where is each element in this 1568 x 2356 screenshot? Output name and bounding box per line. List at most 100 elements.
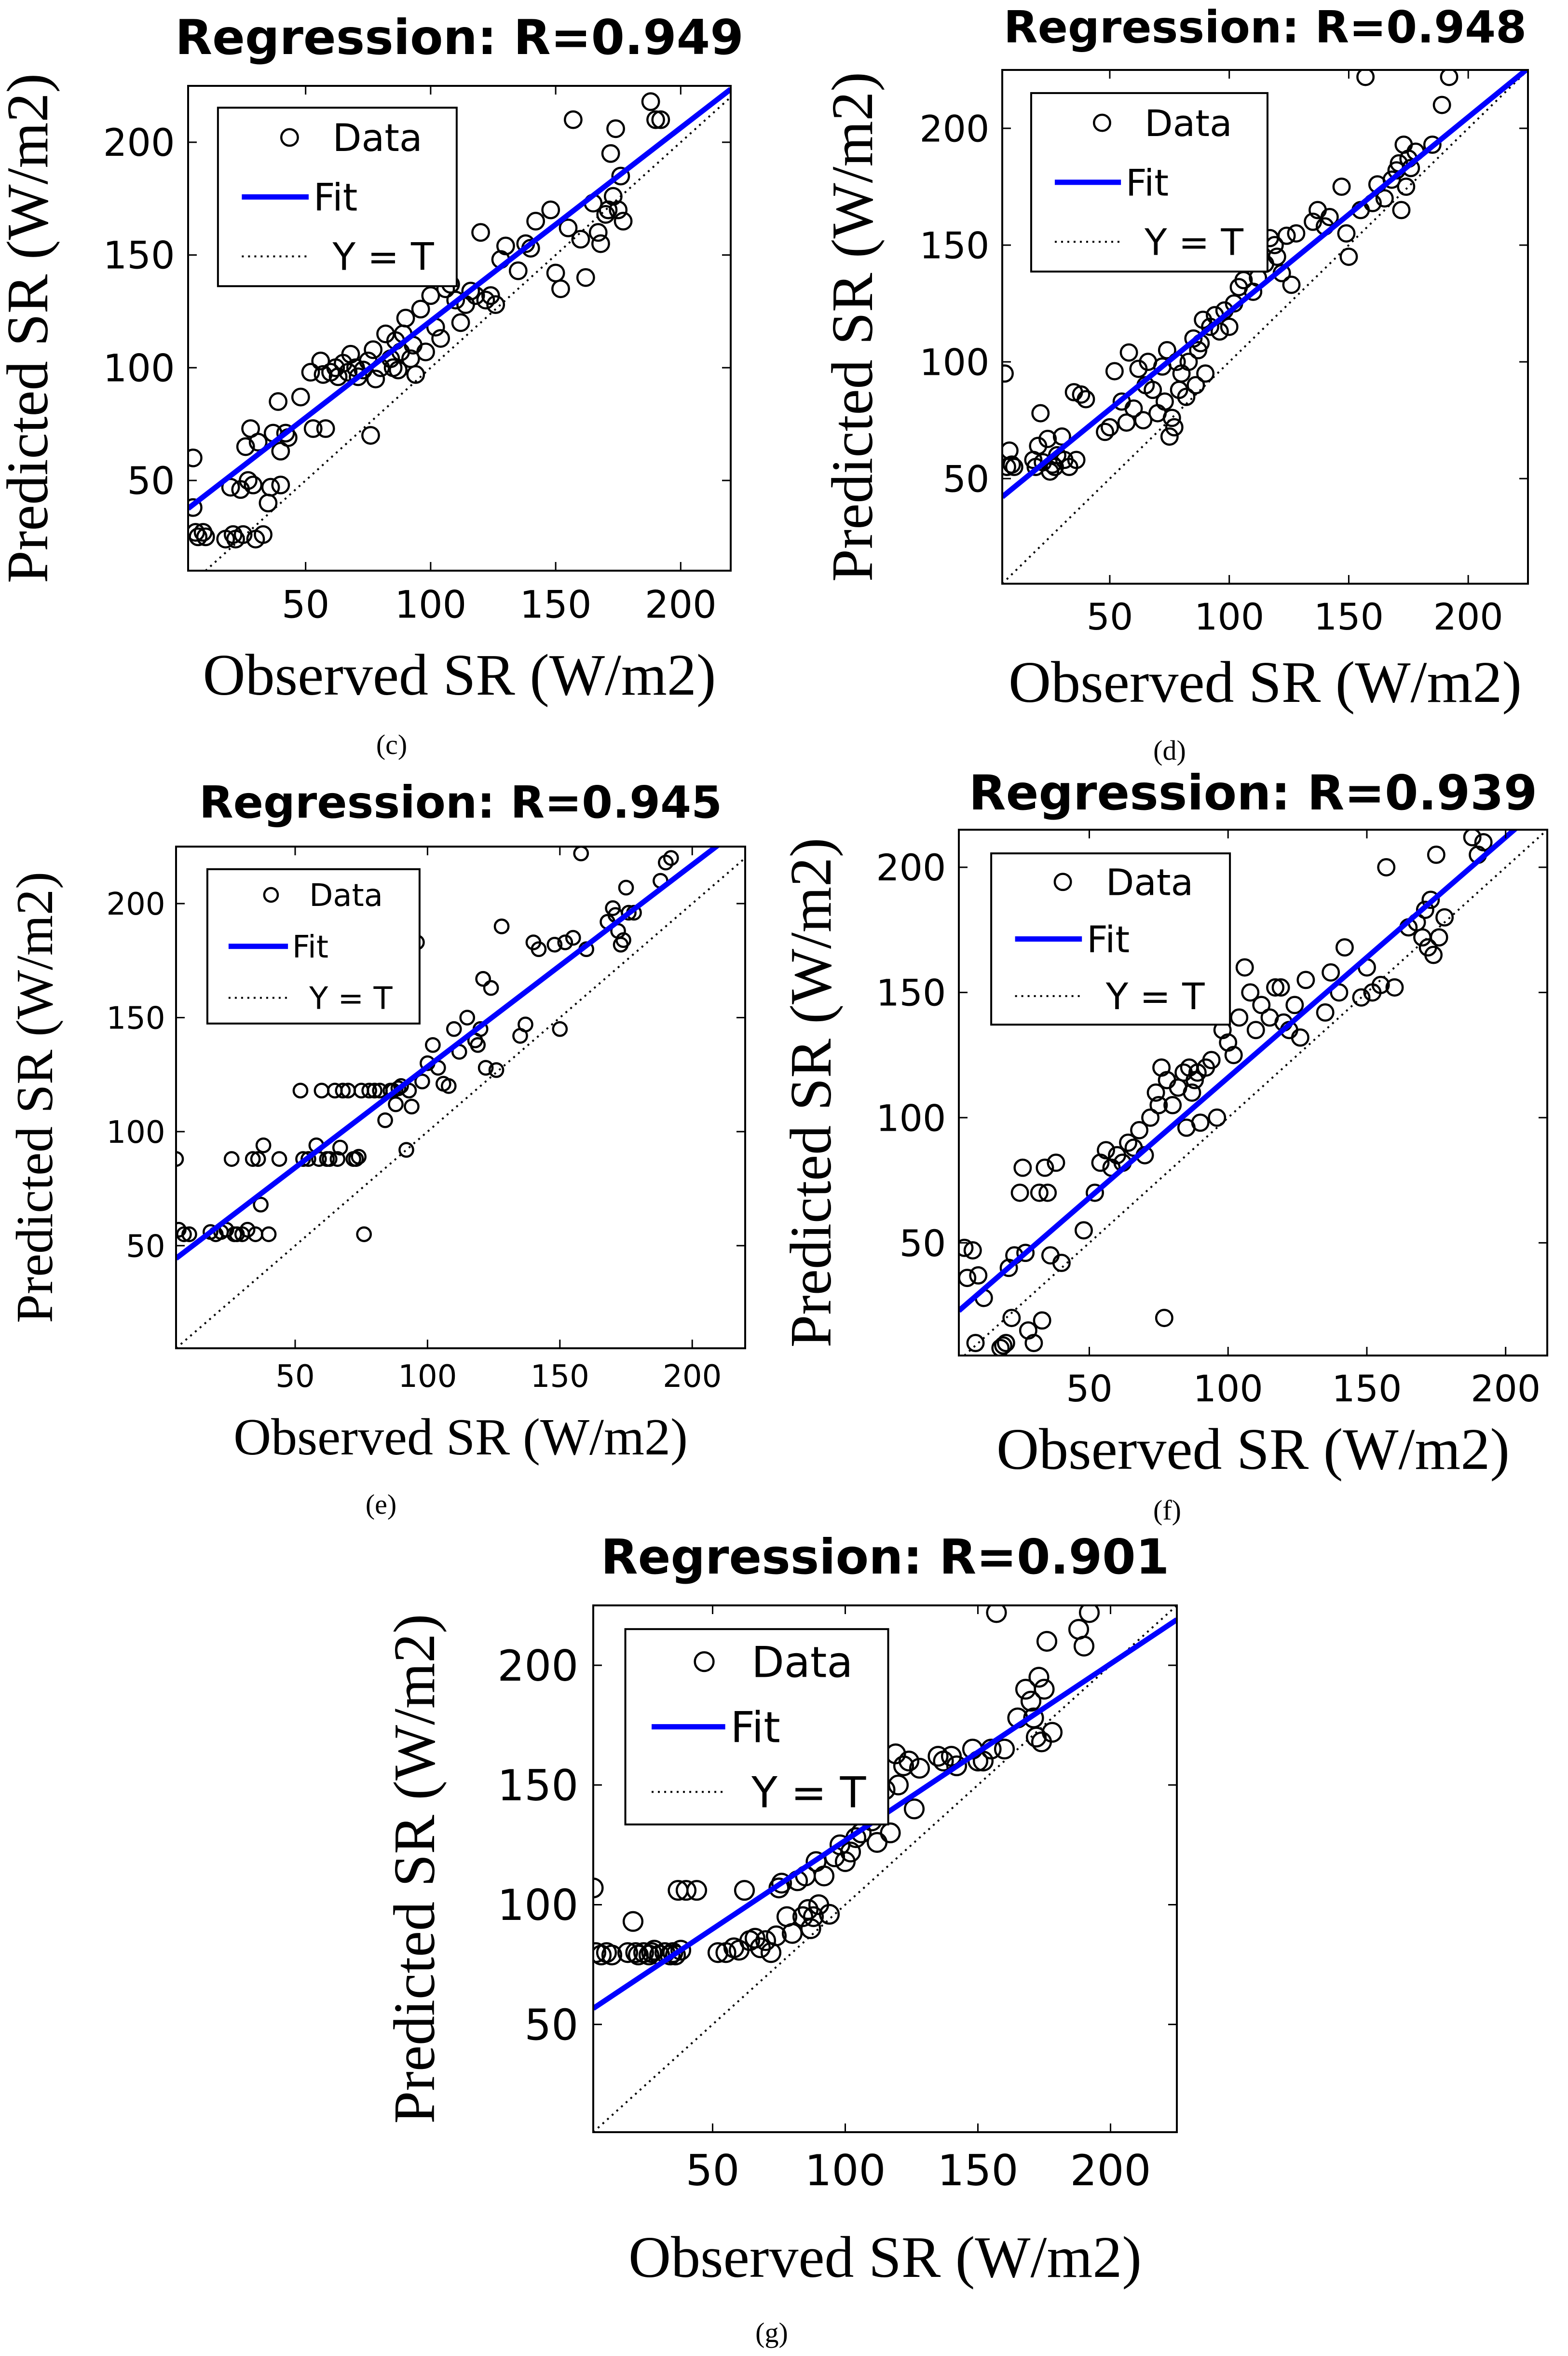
x-tick-label: 150 [938, 2146, 1019, 2195]
data-point [244, 475, 263, 494]
data-point [1013, 1158, 1032, 1177]
y-tick-label: 100 [876, 1096, 946, 1139]
chart-panel-3: Regression: R=0.939 Observed SR (W/m2) Pre… [778, 765, 1548, 1526]
y-axis-label: Predicted SR (W/m2) [382, 1614, 447, 2123]
data-point [1033, 1311, 1051, 1330]
data-point [1002, 441, 1019, 460]
data-point [588, 223, 608, 242]
data-point [396, 309, 415, 328]
legend-entry-label: Fit [292, 930, 328, 965]
data-point [675, 1880, 697, 1901]
data-point [389, 360, 408, 380]
data-point [551, 279, 570, 299]
y-tick-label: 100 [919, 341, 989, 384]
fit-line [1002, 70, 1528, 499]
data-point [476, 290, 495, 310]
data-point [1119, 1133, 1138, 1152]
data-point [614, 212, 633, 231]
data-point [1196, 364, 1215, 383]
data-point [946, 1755, 968, 1777]
x-tick-label: 150 [531, 1359, 589, 1395]
chart-title: Regression: R=0.901 [601, 1529, 1170, 1585]
panel-label: (g) [755, 2317, 788, 2348]
data-point [1230, 1008, 1249, 1027]
data-point [189, 527, 208, 547]
data-point [1186, 376, 1205, 395]
data-point [1002, 364, 1014, 383]
data-point [1339, 247, 1358, 266]
data-point [771, 1873, 792, 1894]
legend-entry-label: Y = T [332, 236, 434, 279]
data-point [303, 419, 323, 438]
panel-label: (c) [376, 729, 407, 760]
data-point [348, 1151, 364, 1167]
x-tick-label: 200 [663, 1359, 722, 1395]
data-point [483, 980, 499, 996]
data-point [686, 1880, 708, 1901]
data-point [1375, 189, 1394, 208]
axes-box [592, 1604, 1178, 2133]
data-point [546, 936, 563, 953]
data-point [471, 223, 490, 242]
legend-data-symbol [694, 1651, 715, 1672]
data-point [1144, 381, 1162, 399]
data-point [1025, 1726, 1047, 1748]
legend-entry-label: Data [309, 878, 383, 914]
data-point [1010, 1183, 1029, 1202]
data-point [1105, 362, 1124, 381]
data-point [1246, 1021, 1265, 1040]
chart-panel-2: Regression: R=0.945 Observed SR (W/m2) Pre… [6, 777, 746, 1520]
data-point [1074, 1221, 1093, 1240]
data-point [1296, 971, 1315, 989]
data-point [411, 300, 430, 319]
data-point [1291, 1028, 1309, 1047]
plot-area [959, 830, 1547, 1356]
legend-entry-label: Data [332, 117, 422, 160]
data-point [461, 281, 480, 301]
data-point [927, 1746, 949, 1767]
data-point [1186, 1071, 1204, 1090]
data-point [223, 1151, 240, 1167]
data-point [750, 1937, 771, 1959]
x-axis-label: Observed SR (W/m2) [1009, 650, 1522, 715]
data-point [1377, 858, 1396, 877]
legend-entry-label: Fit [1126, 161, 1169, 204]
data-point [622, 1911, 644, 1932]
data-point [406, 365, 425, 384]
data-point [1320, 208, 1339, 226]
data-point [332, 1139, 348, 1156]
data-point [1191, 1113, 1210, 1132]
chart-panel-0: Regression: R=0.949 Observed SR (W/m2) Pre… [0, 9, 744, 760]
y-tick-label: 200 [103, 122, 175, 165]
data-point [803, 1906, 824, 1927]
data-point [1141, 1108, 1160, 1127]
data-point [1435, 908, 1454, 927]
data-point [1440, 70, 1459, 86]
data-point [1271, 978, 1290, 997]
data-point [271, 475, 290, 494]
data-point [1005, 457, 1023, 476]
chart-panel-4: Regression: R=0.901 Observed SR (W/m2) Pre… [382, 1529, 1178, 2348]
data-point [1385, 978, 1404, 997]
data-point [493, 918, 510, 934]
data-point [565, 930, 581, 946]
y-tick-label: 150 [103, 234, 175, 278]
data-point [611, 166, 630, 186]
data-point [1424, 945, 1443, 964]
data-point [488, 1062, 504, 1078]
legend-entry-label: Data [1106, 861, 1193, 904]
data-point [1427, 845, 1445, 864]
data-point [1335, 938, 1354, 957]
data-point [393, 1078, 409, 1094]
data-point [552, 1021, 568, 1037]
data-point [559, 219, 578, 237]
x-tick-label: 150 [1314, 595, 1384, 638]
data-point [609, 200, 628, 219]
data-point [366, 370, 385, 389]
data-point [1392, 201, 1411, 219]
data-point [1034, 1679, 1055, 1700]
data-point [351, 1149, 367, 1165]
x-tick-label: 100 [395, 584, 466, 627]
data-point [301, 363, 320, 382]
data-point [1165, 418, 1184, 437]
